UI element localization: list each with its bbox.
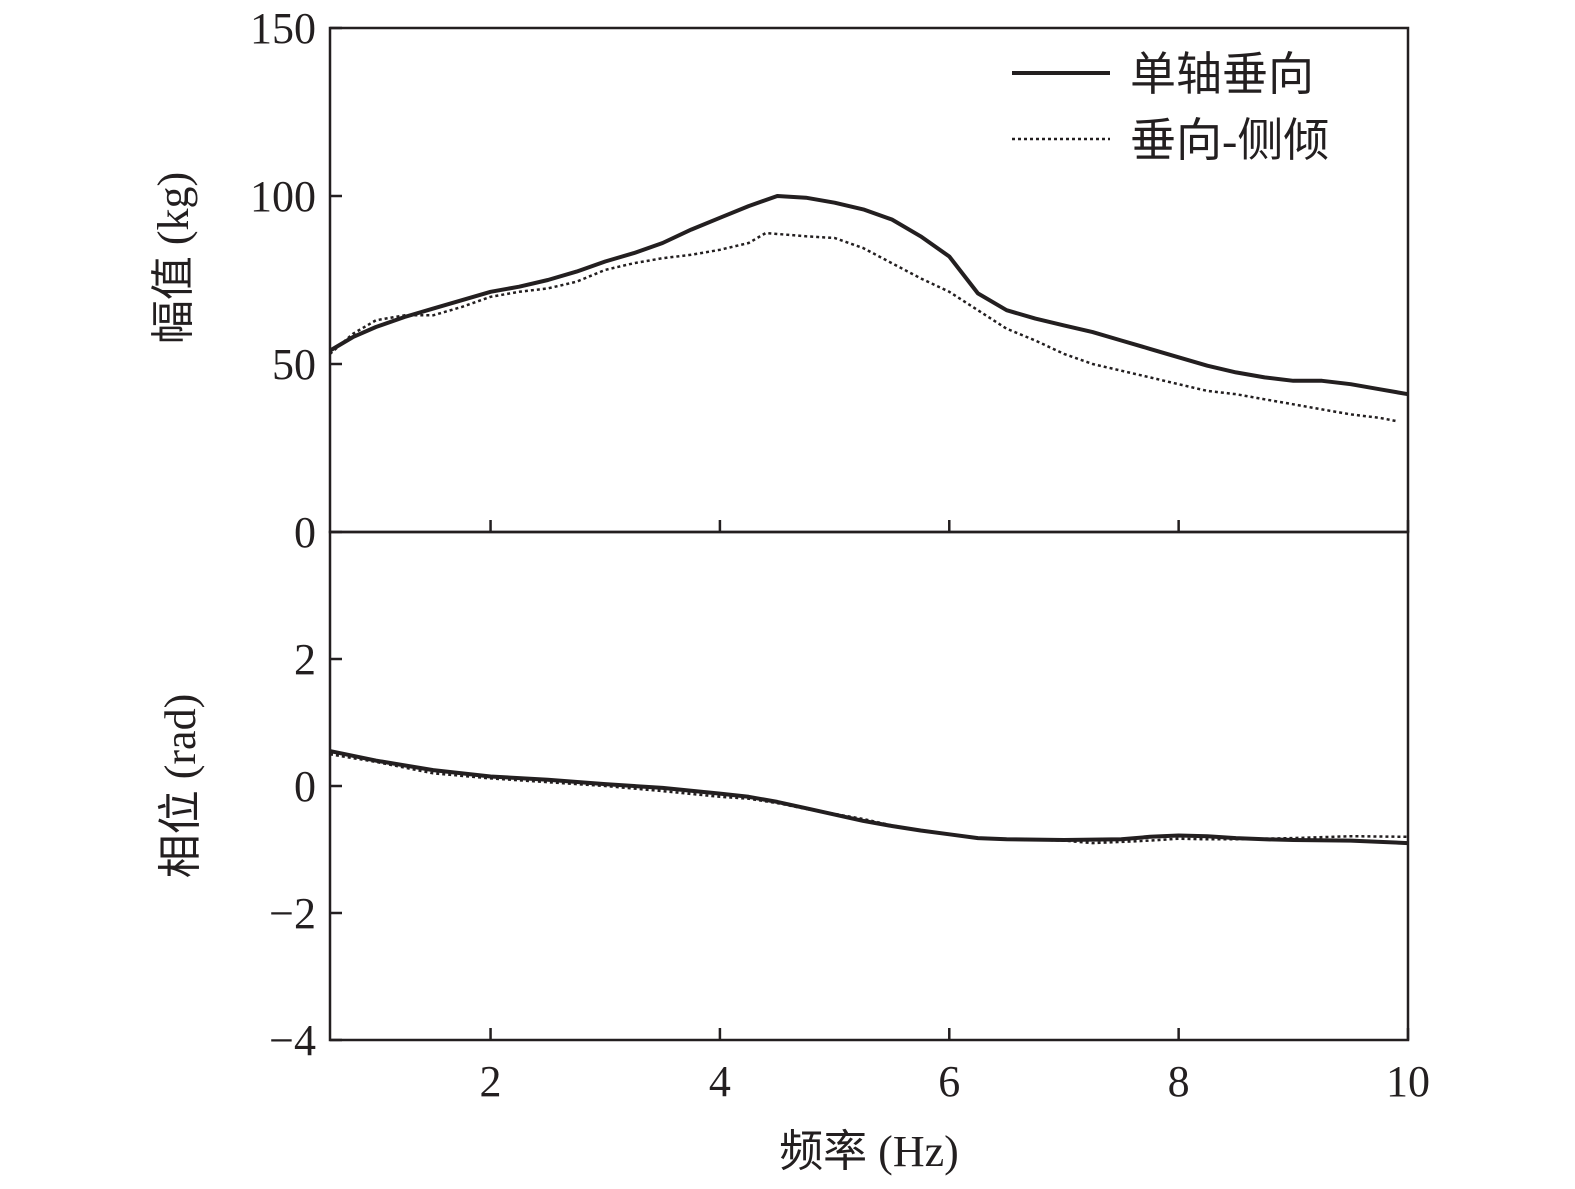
- top-y-tick-label: 0: [294, 508, 316, 557]
- bottom-series: [329, 749, 1409, 846]
- bottom-y-tick-label: −4: [269, 1016, 316, 1065]
- bottom-panel: −4 −2 0 2 2 4 6 8 10 相位 (rad) 频率 (Hz): [156, 530, 1430, 1176]
- bottom-ticks: −4 −2 0 2 2 4 6 8 10: [269, 635, 1430, 1106]
- top-y-tick-label: 50: [272, 340, 316, 389]
- bottom-plot-frame: [328, 530, 1410, 1042]
- x-tick-label: 2: [480, 1057, 502, 1106]
- top-y-tick-label: 100: [250, 172, 316, 221]
- legend-label-1: 单轴垂向: [1130, 49, 1314, 100]
- top-series: [328, 194, 1409, 423]
- legend-label-2: 垂向-侧倾: [1130, 115, 1329, 166]
- top-plot-frame: [328, 26, 1410, 534]
- bottom-series-line-2: [329, 753, 1409, 845]
- legend: 单轴垂向 垂向-侧倾: [1012, 49, 1329, 166]
- top-series-line-1: [328, 194, 1409, 397]
- x-tick-label: 6: [938, 1057, 960, 1106]
- bottom-series-line-1: [329, 749, 1409, 846]
- top-panel: 0 50 100 150 幅值 (kg) 单轴垂向 垂向-侧倾: [149, 4, 1410, 557]
- bottom-y-tick-label: −2: [269, 889, 316, 938]
- top-y-axis-label: 幅值 (kg): [149, 172, 198, 344]
- bottom-y-tick-label: 0: [294, 762, 316, 811]
- bottom-y-axis-label: 相位 (rad): [156, 694, 205, 879]
- top-series-line-2: [329, 231, 1397, 423]
- top-y-tick-label: 150: [250, 4, 316, 53]
- x-tick-label: 10: [1386, 1057, 1430, 1106]
- top-ticks: 0 50 100 150: [250, 4, 1410, 557]
- x-tick-label: 4: [709, 1057, 731, 1106]
- x-axis-label: 频率 (Hz): [779, 1127, 959, 1176]
- bottom-y-tick-label: 2: [294, 635, 316, 684]
- x-tick-label: 8: [1168, 1057, 1190, 1106]
